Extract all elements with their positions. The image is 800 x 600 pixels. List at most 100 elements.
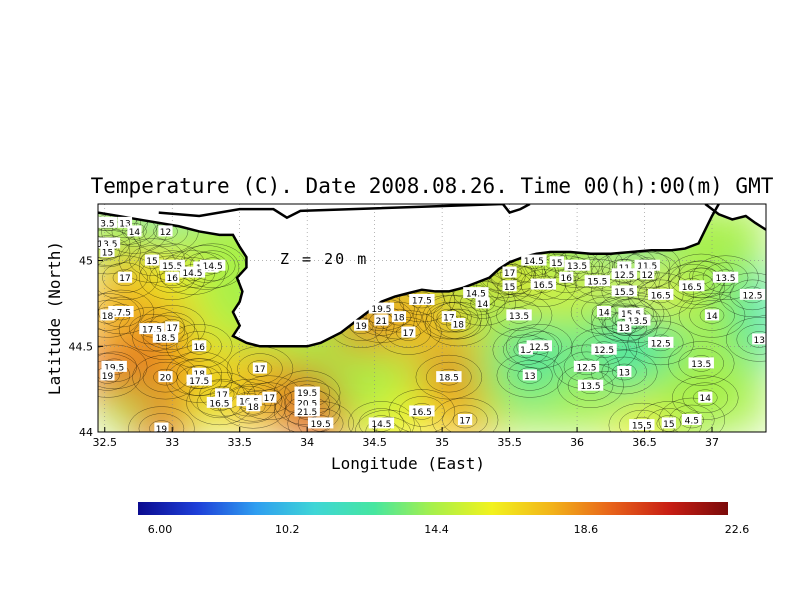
contour-label-29: 17 xyxy=(252,362,268,375)
contour-label-27: 18 xyxy=(246,400,261,413)
colorbar xyxy=(138,502,728,515)
contour-label-40: 17.5 xyxy=(409,294,435,307)
contour-line-77-2 xyxy=(604,298,672,343)
contour-line-12-2 xyxy=(98,255,159,300)
contour-label-16: 17 xyxy=(165,321,180,334)
svg-text:15.5: 15.5 xyxy=(632,422,652,432)
svg-text:12.5: 12.5 xyxy=(576,363,596,373)
svg-text:12.5: 12.5 xyxy=(742,291,762,301)
x-axis-ticks: 32.5 33 33.5 34 34.5 35 35.5 36 36.5 37 xyxy=(92,427,719,449)
contour-label-13: 17.5 xyxy=(108,306,134,319)
svg-text:17: 17 xyxy=(403,329,414,339)
contour-line-62-1 xyxy=(574,265,621,297)
svg-text:18: 18 xyxy=(247,403,259,413)
contour-label-20: 19 xyxy=(100,369,115,382)
svg-text:45: 45 xyxy=(79,255,93,268)
svg-text:17.5: 17.5 xyxy=(189,377,209,387)
contour-line-90-2 xyxy=(672,375,739,420)
contour-label-78: 13.5 xyxy=(688,357,714,370)
contour-label-28: 17 xyxy=(262,391,277,404)
svg-text:14.5: 14.5 xyxy=(524,257,544,267)
contour-label-74: 16.5 xyxy=(679,280,705,293)
x-tick-1: 33 xyxy=(165,427,179,449)
svg-text:15.5: 15.5 xyxy=(587,278,607,288)
svg-text:13: 13 xyxy=(754,336,765,346)
svg-text:14: 14 xyxy=(129,228,141,238)
contour-line-34-1 xyxy=(138,413,185,432)
contour-label-7: 15.5 xyxy=(159,259,185,272)
contour-label-34: 19 xyxy=(154,422,169,435)
contour-line-48-2 xyxy=(431,397,499,432)
svg-text:34: 34 xyxy=(300,436,314,449)
contour-label-57: 15.5 xyxy=(584,275,611,288)
contour-labels: 3.513141213.5151515.513.514.514.5161717.… xyxy=(98,216,766,435)
contour-label-21: 20 xyxy=(158,371,173,384)
svg-text:15: 15 xyxy=(102,249,113,259)
contour-label-46: 17 xyxy=(457,414,473,427)
svg-text:18.5: 18.5 xyxy=(155,334,175,344)
svg-text:15: 15 xyxy=(663,420,674,430)
contour-label-14: 18 xyxy=(100,309,115,322)
svg-text:12.5: 12.5 xyxy=(614,271,634,281)
contour-label-83: 4.5 xyxy=(681,414,702,427)
svg-text:17: 17 xyxy=(254,365,265,375)
svg-text:13.5: 13.5 xyxy=(628,317,648,327)
x-tick-7: 36 xyxy=(570,427,584,449)
contour-label-32: 21.5 xyxy=(294,405,320,418)
contour-line-43-2 xyxy=(354,409,422,432)
contour-line-86-1 xyxy=(678,348,724,379)
contour-line-39-2 xyxy=(375,310,442,355)
caucasus-land xyxy=(705,204,766,230)
contour-label-4: 13.5 xyxy=(98,237,121,250)
contour-line-39-1 xyxy=(385,317,432,348)
contour-line-78-2 xyxy=(591,305,658,350)
contour-line-12-1 xyxy=(102,262,148,293)
contour-line-67-1 xyxy=(581,334,627,365)
contour-line-17-2 xyxy=(132,315,199,360)
colorbar-ticks: 6.00 10.2 14.4 18.6 22.6 xyxy=(148,523,750,536)
svg-text:34.5: 34.5 xyxy=(362,436,387,449)
contour-line-47-2 xyxy=(415,354,483,400)
contour-label-3: 12 xyxy=(158,225,173,238)
svg-text:15.5: 15.5 xyxy=(614,288,634,298)
svg-text:16: 16 xyxy=(166,274,178,284)
contour-line-87-0 xyxy=(612,363,637,381)
contour-label-15: 17.5 xyxy=(139,323,165,336)
svg-text:19: 19 xyxy=(102,372,114,382)
contour-label-56: 13.5 xyxy=(564,259,590,272)
colorbar-tick-4: 22.6 xyxy=(725,523,750,536)
svg-text:17: 17 xyxy=(216,391,227,401)
contour-label-54: 16 xyxy=(559,271,574,284)
svg-text:17: 17 xyxy=(443,314,454,324)
contour-label-36: 21 xyxy=(374,314,389,327)
svg-text:17.5: 17.5 xyxy=(142,326,162,336)
contour-line-9-1 xyxy=(189,250,236,281)
contour-label-81: 13 xyxy=(752,333,766,346)
x-tick-6: 35.5 xyxy=(497,427,522,449)
contour-label-64: 14 xyxy=(596,306,612,319)
svg-text:14: 14 xyxy=(700,394,712,404)
svg-text:18: 18 xyxy=(393,314,405,324)
contour-line-90-1 xyxy=(682,382,729,413)
contour-line-33-1 xyxy=(297,408,344,432)
svg-text:16: 16 xyxy=(561,274,573,284)
contour-label-39: 17 xyxy=(401,326,416,339)
svg-text:19: 19 xyxy=(156,425,168,435)
contour-label-51: 13.5 xyxy=(506,309,532,322)
contour-label-68: 12 xyxy=(640,268,655,281)
svg-text:13: 13 xyxy=(520,346,531,356)
contour-line-33-2 xyxy=(287,401,354,432)
contour-label-52: 14.5 xyxy=(521,254,547,267)
svg-text:21: 21 xyxy=(376,317,387,327)
contour-line-87-2 xyxy=(591,349,658,395)
contour-line-34-0 xyxy=(149,420,174,432)
svg-text:20.5: 20.5 xyxy=(297,399,317,409)
x-tick-2: 33.5 xyxy=(227,427,252,449)
contour-label-30: 19.5 xyxy=(294,386,320,399)
svg-text:4.5: 4.5 xyxy=(685,417,699,427)
contour-label-77: 12.5 xyxy=(648,336,674,349)
field-point-93 xyxy=(615,399,668,432)
contour-label-62: 12.5 xyxy=(591,343,617,356)
svg-text:13: 13 xyxy=(619,369,630,379)
